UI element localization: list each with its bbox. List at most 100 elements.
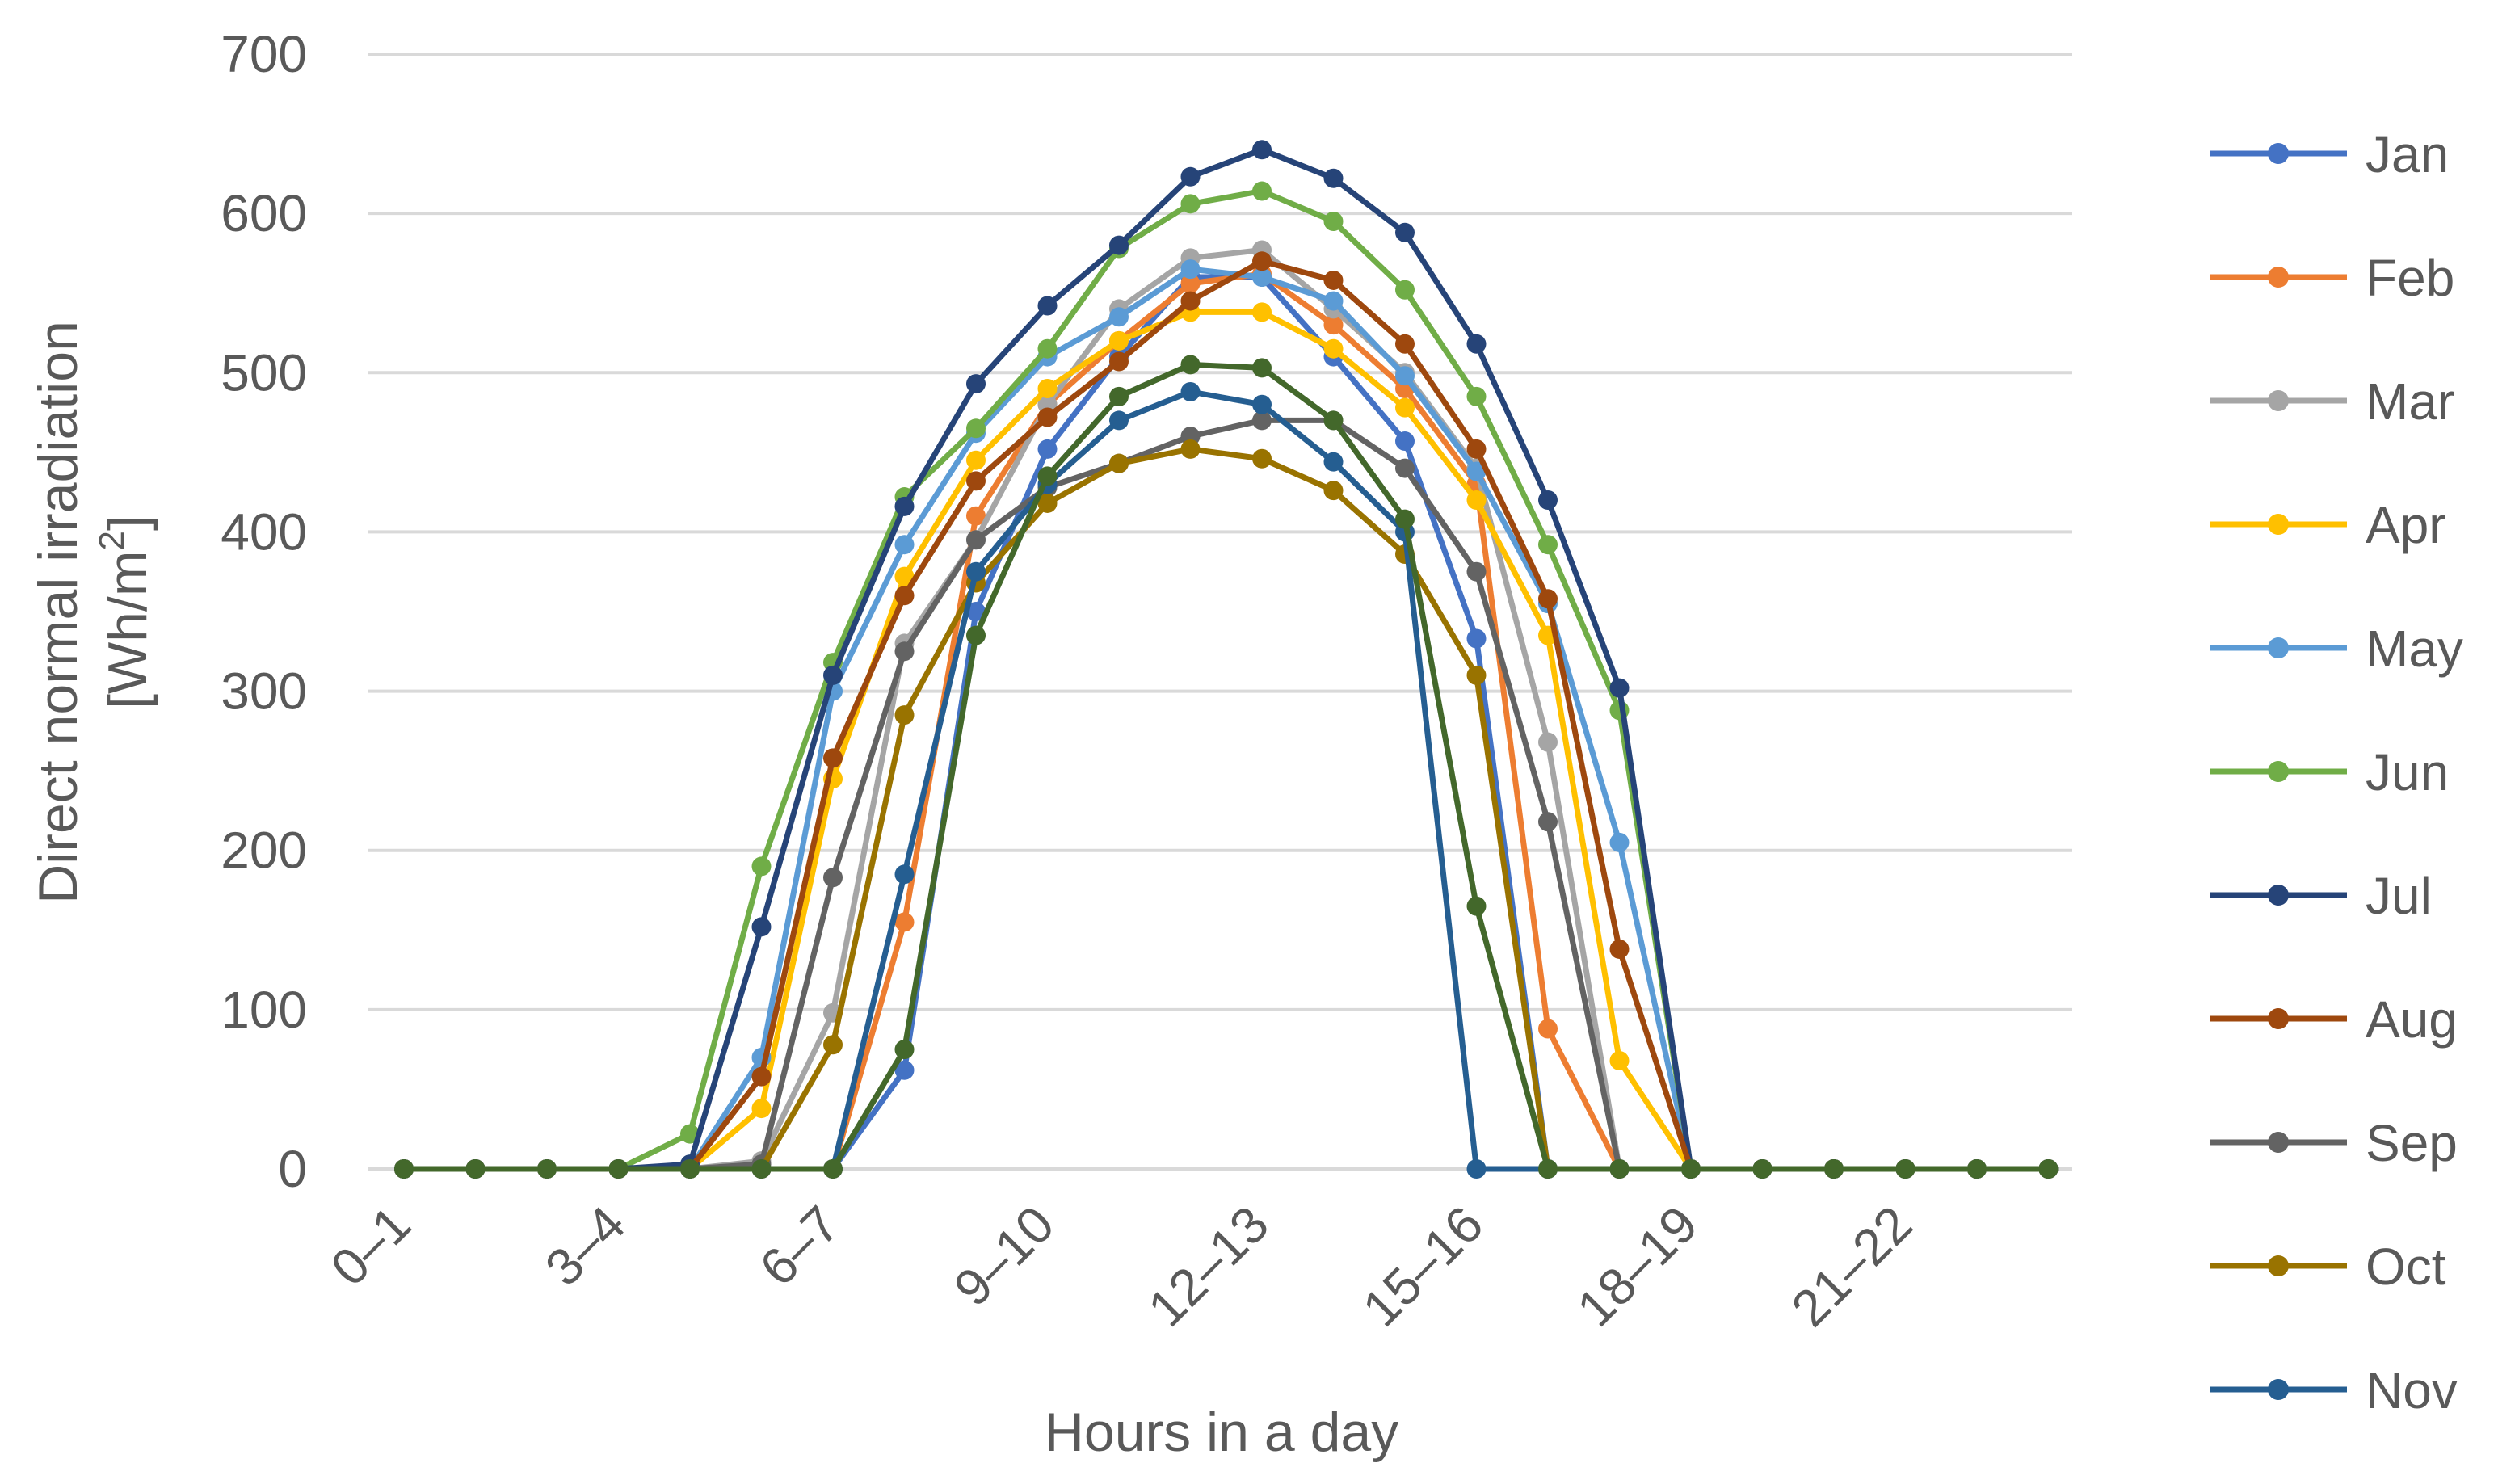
data-point — [1609, 1050, 1630, 1070]
series-line — [404, 266, 2049, 1172]
data-point — [1252, 394, 1272, 414]
x-tick-label: 21–22 — [1781, 1195, 1924, 1338]
data-point — [1752, 1159, 1773, 1179]
legend-label: Sep — [2366, 1114, 2458, 1172]
data-point — [1323, 410, 1344, 431]
y-tick-label: 300 — [221, 662, 307, 721]
data-point — [1681, 1159, 1701, 1179]
series-line — [404, 246, 2049, 1172]
data-point — [1466, 561, 1487, 582]
data-point — [608, 1159, 629, 1179]
data-point — [1180, 355, 1201, 375]
data-point — [1323, 270, 1344, 290]
data-point — [894, 535, 915, 555]
series-oct — [394, 439, 2059, 1179]
series-mar — [394, 240, 2059, 1179]
data-point — [1037, 296, 1058, 316]
legend-marker — [2268, 143, 2289, 164]
series-line — [404, 309, 2049, 1172]
legend-item-aug: Aug — [2210, 990, 2458, 1049]
data-point — [1609, 939, 1630, 959]
data-point — [2038, 1159, 2059, 1179]
x-tick-label: 0–1 — [319, 1195, 421, 1297]
legend-item-nov: Nov — [2210, 1361, 2458, 1419]
data-point — [751, 1099, 772, 1119]
data-point — [1609, 678, 1630, 698]
legend-item-sep: Sep — [2210, 1114, 2458, 1172]
legend-item-oct: Oct — [2210, 1238, 2446, 1296]
data-point — [1466, 896, 1487, 916]
data-point — [1466, 665, 1487, 685]
data-point — [1895, 1159, 1916, 1179]
data-point — [1180, 291, 1201, 311]
data-point — [751, 1159, 772, 1179]
data-point — [1180, 259, 1201, 280]
legend-item-jul: Jul — [2210, 867, 2432, 925]
series-line — [404, 446, 2049, 1172]
series-line — [404, 361, 2049, 1172]
data-point — [1466, 386, 1487, 406]
y-tick-label: 600 — [221, 184, 307, 242]
data-point — [751, 917, 772, 937]
data-point — [966, 374, 986, 394]
series-layer — [394, 140, 2059, 1179]
data-point — [1109, 351, 1129, 372]
data-point — [1323, 481, 1344, 501]
data-point — [823, 1159, 843, 1179]
legend-item-mar: Mar — [2210, 372, 2454, 431]
legend-label: Mar — [2366, 372, 2454, 431]
data-point — [1538, 1159, 1558, 1179]
data-point — [1252, 181, 1272, 201]
data-point — [1109, 330, 1129, 351]
data-point — [1538, 812, 1558, 832]
data-point — [1180, 381, 1201, 401]
legend-label: May — [2366, 620, 2463, 678]
data-point — [966, 418, 986, 439]
data-point — [894, 864, 915, 885]
data-point — [823, 665, 843, 685]
data-point — [1395, 431, 1415, 452]
legend-marker — [2268, 761, 2289, 782]
data-point — [823, 1035, 843, 1055]
data-point — [966, 561, 986, 582]
series-line — [404, 271, 2049, 1172]
data-point — [1037, 379, 1058, 398]
legend-marker — [2268, 1008, 2289, 1029]
series-nov — [394, 381, 2059, 1179]
data-point — [537, 1159, 557, 1179]
legend-item-may: May — [2210, 620, 2463, 678]
x-tick-label: 12–13 — [1137, 1195, 1280, 1338]
y-axis-ticks: 0 100 200 300 400 500 600 700 — [221, 25, 307, 1198]
legend-marker — [2268, 1255, 2289, 1276]
series-line — [404, 389, 2049, 1172]
data-point — [1109, 410, 1129, 431]
data-point — [1252, 410, 1272, 431]
data-point — [465, 1159, 486, 1179]
data-point — [966, 602, 986, 621]
data-point — [1824, 1159, 1844, 1179]
x-tick-label: 9–10 — [943, 1195, 1066, 1318]
data-point — [1395, 509, 1415, 529]
data-point — [1538, 732, 1558, 752]
data-point — [1323, 452, 1344, 472]
data-point — [1538, 490, 1558, 510]
data-point — [1466, 334, 1487, 354]
svg-text:[Wh/m2]: [Wh/m2] — [92, 515, 158, 709]
legend-label: Jun — [2366, 743, 2449, 801]
data-point — [1466, 461, 1487, 481]
data-point — [1395, 366, 1415, 386]
data-point — [394, 1159, 414, 1179]
data-point — [1109, 307, 1129, 327]
series-jan — [394, 267, 2059, 1179]
data-point — [1323, 315, 1344, 335]
data-point — [1109, 453, 1129, 473]
legend: Jan Feb Mar Apr May Jun Jul Aug Sep Oct Nov — [2210, 125, 2463, 1419]
data-point — [966, 530, 986, 550]
legend-label: Aug — [2366, 990, 2458, 1049]
data-point — [1395, 458, 1415, 478]
y-axis-title-line2-prefix: [Wh/m — [97, 550, 158, 708]
x-tick-label: 18–19 — [1566, 1195, 1709, 1338]
data-point — [1395, 334, 1415, 354]
data-point — [894, 496, 915, 516]
data-point — [1323, 212, 1344, 231]
